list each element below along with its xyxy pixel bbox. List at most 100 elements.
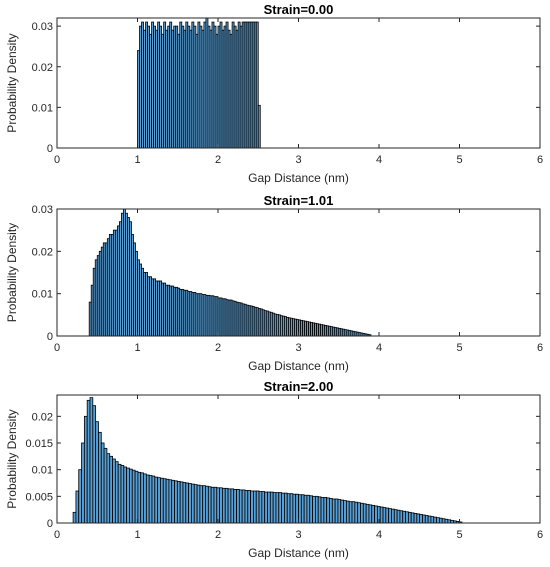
histogram-bar: [413, 513, 418, 524]
histogram-bar: [230, 488, 235, 524]
histogram-bar: [202, 485, 206, 524]
bars: [72, 397, 463, 524]
histogram-bar: [250, 490, 254, 524]
histogram-bar: [174, 480, 178, 524]
y-axis-label: Probability Density: [5, 223, 19, 322]
histogram-bar: [92, 405, 97, 524]
x-tick-label: 4: [376, 529, 382, 541]
bars: [137, 17, 261, 149]
histogram-bar: [382, 507, 387, 524]
x-tick-label: 5: [456, 529, 462, 541]
x-tick-label: 6: [537, 154, 543, 166]
x-tick-label: 3: [295, 529, 301, 541]
y-tick-label: 0.02: [32, 411, 53, 423]
histogram-bar: [145, 474, 150, 524]
histogram-bar: [295, 493, 299, 524]
histogram-bar: [275, 492, 280, 524]
histogram-bar: [379, 506, 384, 524]
histogram-bar: [75, 490, 80, 524]
histogram-bar: [258, 491, 263, 524]
histogram-bar: [309, 495, 313, 524]
histogram-bar: [416, 513, 421, 524]
histogram-bar: [171, 479, 175, 524]
bars: [88, 208, 372, 337]
x-axis-label: Gap Distance (nm): [248, 359, 349, 373]
x-tick-label: 1: [134, 154, 140, 166]
histogram-bar: [326, 497, 330, 524]
histogram-bar: [368, 504, 373, 524]
histogram-bar: [109, 455, 113, 524]
histogram-bar: [238, 489, 243, 524]
y-tick-label: 0.01: [32, 102, 53, 114]
x-tick-label: 3: [295, 154, 301, 166]
histogram-bar: [388, 508, 392, 524]
histogram-bar: [117, 463, 122, 524]
histogram-bar: [438, 517, 443, 524]
histogram-bar: [337, 499, 342, 524]
histogram-bar: [98, 431, 102, 524]
histogram-bar: [410, 512, 415, 524]
panel-title: Strain=1.01: [264, 193, 334, 208]
histogram-bar: [427, 515, 432, 524]
x-tick-label: 1: [134, 529, 140, 541]
histogram-bar: [222, 487, 226, 524]
histogram-bar: [151, 475, 156, 524]
histogram-bar: [405, 511, 409, 524]
histogram-bar: [334, 498, 339, 524]
histogram-bar: [241, 489, 246, 524]
histogram-bar: [303, 494, 308, 524]
histogram-bar: [126, 467, 130, 524]
histogram-bar: [306, 494, 311, 524]
histogram-bar: [191, 483, 195, 524]
x-tick-label: 2: [215, 342, 221, 354]
histogram-bar: [315, 495, 319, 524]
histogram-bar: [312, 495, 316, 524]
histogram-bar: [371, 504, 375, 524]
histogram-bar: [205, 485, 209, 524]
histogram-bar: [278, 492, 282, 524]
histogram-bar: [396, 509, 401, 524]
y-tick-label: 0.02: [32, 62, 53, 74]
histogram-bar: [267, 491, 271, 524]
histogram-bar: [298, 494, 302, 524]
y-tick-label: 0.03: [32, 21, 53, 33]
y-tick-label: 0: [47, 518, 53, 530]
y-tick-label: 0: [47, 143, 53, 155]
y-tick-label: 0.03: [32, 204, 53, 216]
histogram-bar: [422, 514, 426, 524]
histogram-bar: [317, 496, 322, 524]
x-axis-label: Gap Distance (nm): [248, 171, 349, 185]
histogram-bar: [168, 479, 173, 524]
x-tick-label: 5: [456, 154, 462, 166]
histogram-bar: [351, 501, 356, 524]
x-tick-label: 2: [215, 529, 221, 541]
histogram-bar: [78, 469, 82, 524]
histogram-bar: [281, 492, 285, 524]
histogram-bar: [188, 483, 192, 524]
histogram-bar: [348, 501, 353, 524]
x-tick-label: 0: [54, 529, 60, 541]
histogram-bar: [329, 498, 333, 524]
panel-title: Strain=0.00: [264, 2, 334, 17]
histogram-bar: [360, 502, 364, 524]
histogram-bar: [219, 487, 223, 524]
histogram-bar: [199, 485, 204, 524]
histogram-bar: [402, 510, 406, 524]
histogram-bar: [289, 493, 294, 524]
histogram-bar: [430, 516, 435, 524]
histogram-bar: [236, 488, 240, 524]
histogram-bar: [320, 496, 325, 524]
histogram-bar: [137, 471, 142, 524]
histogram-bar: [106, 453, 111, 524]
x-tick-label: 4: [376, 342, 382, 354]
histogram-bar: [444, 518, 449, 524]
x-tick-label: 4: [376, 154, 382, 166]
plot-area-frame: [56, 17, 541, 149]
histogram-bar: [83, 415, 88, 524]
x-tick-label: 0: [54, 342, 60, 354]
histogram-bar: [399, 510, 404, 524]
y-tick-label: 0: [47, 331, 53, 343]
x-tick-label: 6: [537, 342, 543, 354]
histogram-bar: [264, 491, 268, 524]
